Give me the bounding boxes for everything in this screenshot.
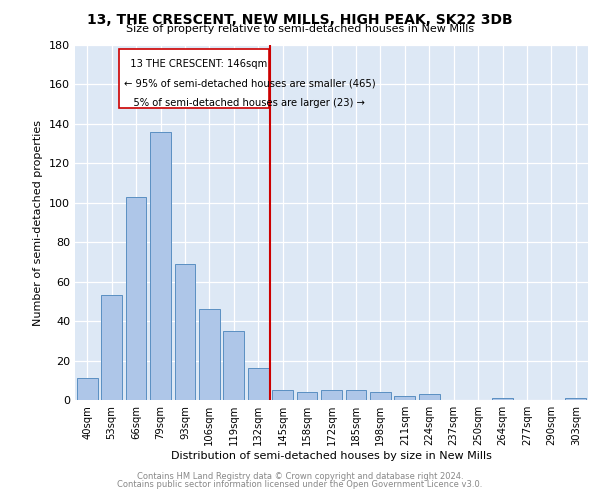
- Bar: [101, 296, 122, 400]
- FancyBboxPatch shape: [119, 49, 269, 108]
- Bar: [419, 394, 440, 400]
- Y-axis label: Number of semi-detached properties: Number of semi-detached properties: [34, 120, 43, 326]
- Bar: [125, 197, 146, 400]
- Text: ← 95% of semi-detached houses are smaller (465): ← 95% of semi-detached houses are smalle…: [124, 78, 376, 88]
- Bar: [175, 264, 196, 400]
- Bar: [492, 398, 513, 400]
- Text: Contains public sector information licensed under the Open Government Licence v3: Contains public sector information licen…: [118, 480, 482, 489]
- Text: 13, THE CRESCENT, NEW MILLS, HIGH PEAK, SK22 3DB: 13, THE CRESCENT, NEW MILLS, HIGH PEAK, …: [87, 12, 513, 26]
- Bar: [370, 392, 391, 400]
- Bar: [565, 398, 586, 400]
- Bar: [321, 390, 342, 400]
- Bar: [346, 390, 367, 400]
- Bar: [199, 310, 220, 400]
- Text: 13 THE CRESCENT: 146sqm: 13 THE CRESCENT: 146sqm: [124, 59, 267, 69]
- X-axis label: Distribution of semi-detached houses by size in New Mills: Distribution of semi-detached houses by …: [171, 451, 492, 461]
- Bar: [77, 378, 98, 400]
- Bar: [272, 390, 293, 400]
- Bar: [394, 396, 415, 400]
- Bar: [150, 132, 171, 400]
- Bar: [223, 331, 244, 400]
- Text: Contains HM Land Registry data © Crown copyright and database right 2024.: Contains HM Land Registry data © Crown c…: [137, 472, 463, 481]
- Bar: [296, 392, 317, 400]
- Text: Size of property relative to semi-detached houses in New Mills: Size of property relative to semi-detach…: [126, 24, 474, 34]
- Bar: [248, 368, 269, 400]
- Text: 5% of semi-detached houses are larger (23) →: 5% of semi-detached houses are larger (2…: [124, 98, 365, 108]
